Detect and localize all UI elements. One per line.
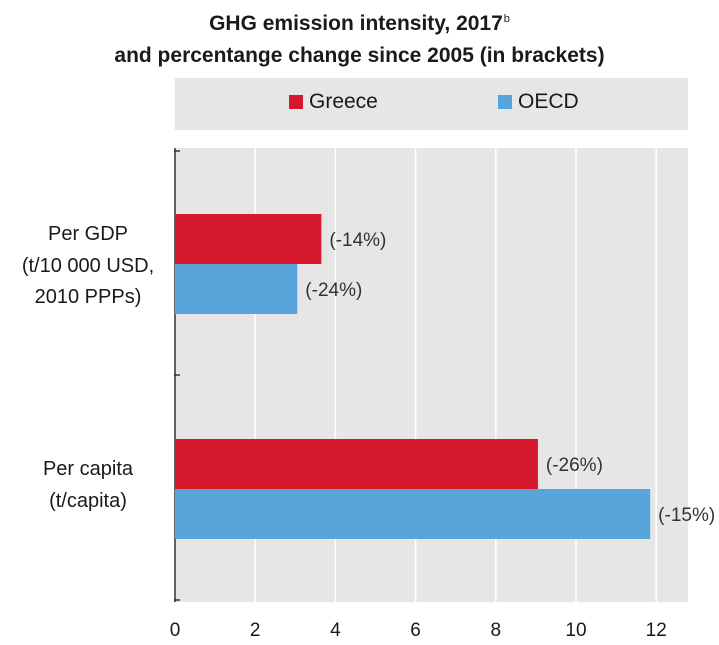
x-tick-label-4: 8 — [491, 620, 502, 641]
legend-item-oecd: OECD — [498, 90, 579, 114]
data-label-greece-0: (-14%) — [329, 230, 386, 251]
bar-oecd-0 — [175, 264, 298, 314]
bar-greece-1 — [175, 439, 538, 489]
x-tick-label-1: 2 — [250, 620, 261, 641]
category-label-0-line-0: Per GDP — [48, 223, 128, 245]
x-tick-label-2: 4 — [330, 620, 341, 641]
legend-swatch-oecd — [498, 95, 512, 109]
x-tick-label-6: 12 — [646, 620, 667, 641]
data-label-oecd-1: (-15%) — [658, 505, 715, 526]
x-tick-label-0: 0 — [170, 620, 181, 641]
legend-label-oecd: OECD — [518, 90, 579, 113]
category-label-1-line-0: Per capita — [43, 458, 134, 480]
chart-title-line2: and percentange change since 2005 (in br… — [114, 44, 605, 67]
legend-label-greece: Greece — [309, 90, 378, 113]
bar-greece-0 — [175, 214, 322, 264]
x-tick-label-3: 6 — [410, 620, 421, 641]
x-tick-label-5: 10 — [565, 620, 586, 641]
chart-title-line1: GHG emission intensity, 2017b — [0, 12, 719, 36]
chart-title-text: GHG emission intensity, 2017 — [209, 12, 503, 35]
title-footnote-marker: b — [503, 13, 510, 25]
legend: Greece OECD — [175, 78, 688, 130]
category-label-0-line-1: (t/10 000 USD, — [22, 255, 154, 277]
data-label-greece-1: (-26%) — [546, 455, 603, 476]
data-label-oecd-0: (-24%) — [305, 280, 362, 301]
legend-item-greece: Greece — [289, 90, 378, 114]
bar-oecd-1 — [175, 489, 651, 539]
category-label-0-line-2: 2010 PPPs) — [35, 286, 142, 308]
category-label-1-line-1: (t/capita) — [49, 490, 127, 512]
legend-swatch-greece — [289, 95, 303, 109]
